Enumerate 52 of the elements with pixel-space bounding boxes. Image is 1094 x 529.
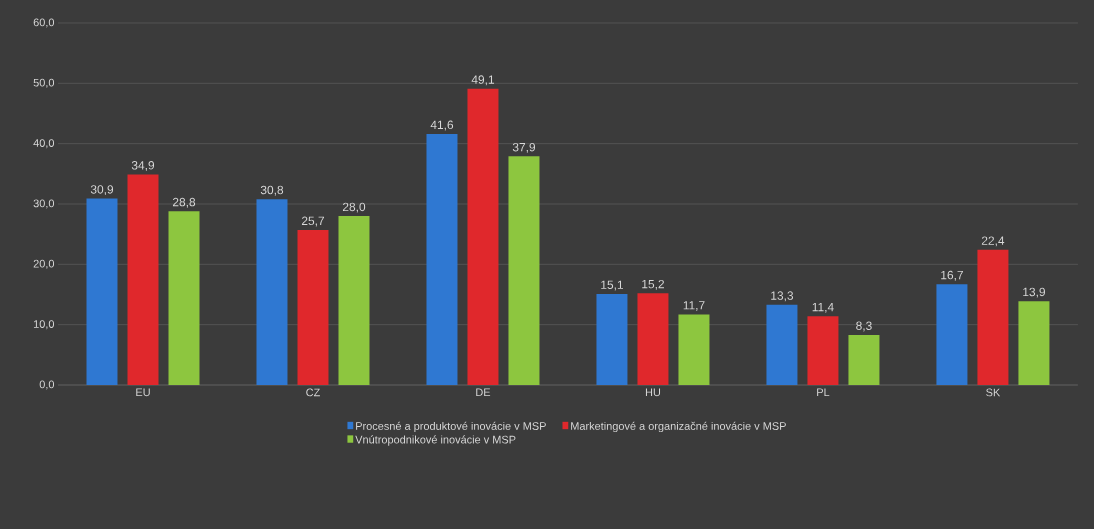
legend-label: Procesné a produktové inovácie v MSP — [356, 421, 546, 433]
y-tick-label: 0,0 — [39, 380, 55, 390]
bar — [297, 229, 329, 385]
data-label: 15,2 — [642, 279, 664, 290]
data-label: 41,6 — [430, 120, 454, 131]
data-label: 15,1 — [601, 280, 624, 291]
y-tick-label: 30,0 — [33, 199, 55, 209]
x-tick-label: DE — [476, 388, 491, 397]
y-tick-label: 40,0 — [33, 139, 55, 149]
data-label: 30,8 — [260, 185, 284, 196]
bar — [848, 334, 880, 385]
data-label: 11,4 — [812, 302, 834, 313]
data-label: 37,9 — [512, 142, 536, 153]
data-label: 13,9 — [1023, 287, 1045, 298]
x-tick-label: SK — [986, 388, 1001, 397]
data-label: 25,7 — [301, 216, 325, 227]
bar — [127, 174, 159, 385]
data-label: 13,3 — [771, 291, 794, 302]
bar — [637, 293, 669, 385]
data-label: 30,9 — [90, 185, 114, 196]
bar — [168, 211, 200, 385]
x-tick-label: EU — [136, 388, 150, 397]
bar — [338, 216, 370, 385]
y-tick-label: 10,0 — [33, 320, 55, 330]
data-label: 34,9 — [131, 161, 155, 171]
legend-label: Vnútropodnikové inovácie v MSP — [355, 435, 516, 446]
data-label: 16,7 — [941, 270, 963, 281]
y-tick-label: 50,0 — [33, 78, 55, 88]
x-tick-label: PL — [817, 388, 830, 397]
data-label: 28,8 — [172, 197, 196, 208]
bar — [977, 249, 1009, 385]
legend-label: Marketingové a organizačné inovácie v MSP — [571, 421, 786, 433]
data-label: 49,1 — [471, 75, 495, 86]
bar — [467, 88, 499, 385]
bar — [508, 156, 540, 385]
bar — [766, 304, 798, 385]
bar — [936, 284, 968, 385]
data-label: 11,7 — [683, 301, 705, 311]
x-tick-label: CZ — [306, 388, 320, 397]
y-tick-label: 20,0 — [33, 259, 55, 269]
bar — [256, 199, 288, 385]
y-tick-label: 60,0 — [33, 18, 55, 28]
bar — [426, 134, 458, 385]
bar — [678, 314, 710, 385]
bar — [86, 198, 118, 385]
bar — [1018, 301, 1050, 385]
data-label: 8,3 — [856, 321, 872, 332]
x-tick-label: HU — [645, 388, 661, 397]
data-label: 22,4 — [981, 236, 1005, 247]
bar — [807, 316, 839, 385]
data-label: 28,0 — [342, 202, 366, 213]
bar — [596, 293, 628, 385]
